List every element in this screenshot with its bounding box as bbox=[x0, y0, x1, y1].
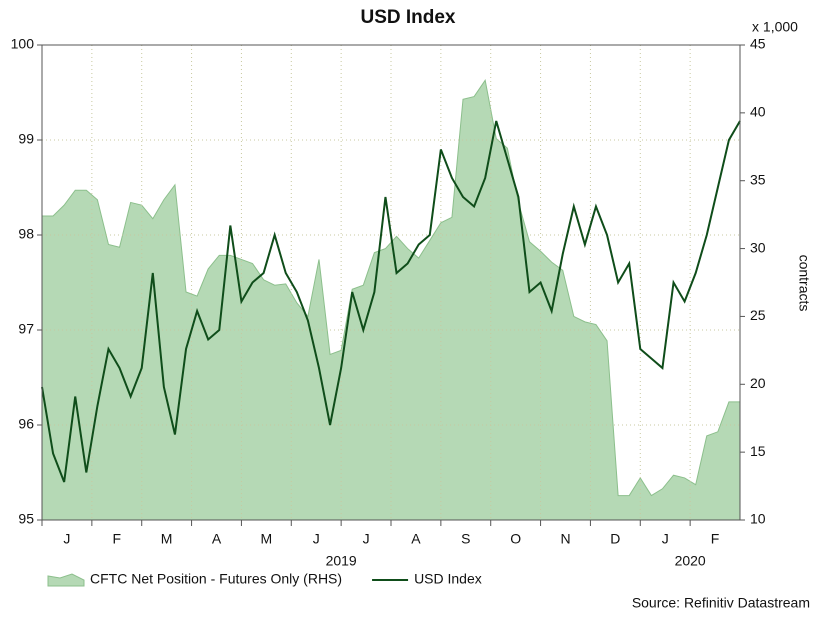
y2-tick-label: 30 bbox=[750, 239, 766, 255]
y2-tick-label: 15 bbox=[750, 443, 766, 459]
x-tick-label: M bbox=[161, 531, 173, 547]
source: Source: Refinitiv Datastream bbox=[632, 595, 810, 611]
line bbox=[41, 120, 741, 483]
y2-axis-label: contracts bbox=[796, 255, 812, 312]
legend-label: CFTC Net Position - Futures Only (RHS) bbox=[90, 571, 342, 587]
legend-label: USD Index bbox=[414, 571, 482, 587]
y-tick-label: 95 bbox=[18, 511, 34, 527]
year-label: 2020 bbox=[675, 553, 706, 569]
x-tick-label: J bbox=[662, 531, 669, 547]
y2-unit-label: x 1,000 bbox=[752, 19, 798, 35]
y2-tick-label: 10 bbox=[750, 511, 766, 527]
x-tick-label: O bbox=[510, 531, 521, 547]
legend-swatch bbox=[47, 573, 85, 587]
x-tick-label: J bbox=[63, 531, 70, 547]
chart-title: USD Index bbox=[360, 7, 455, 28]
y-tick-label: 98 bbox=[18, 226, 34, 242]
y2-tick-label: 45 bbox=[750, 36, 766, 52]
y-tick-label: 100 bbox=[11, 36, 35, 52]
x-tick-label: S bbox=[461, 531, 470, 547]
x-tick-label: M bbox=[261, 531, 273, 547]
y-tick-label: 97 bbox=[18, 321, 34, 337]
y2-tick-label: 25 bbox=[750, 307, 766, 323]
x-tick-label: N bbox=[560, 531, 570, 547]
y-tick-label: 96 bbox=[18, 416, 34, 432]
plot-frame bbox=[41, 44, 741, 521]
y2-tick-label: 40 bbox=[750, 104, 766, 120]
x-tick-label: A bbox=[212, 531, 222, 547]
area bbox=[41, 79, 741, 521]
year-label: 2019 bbox=[326, 553, 357, 569]
x-tick-label: D bbox=[610, 531, 620, 547]
x-tick-label: F bbox=[113, 531, 122, 547]
x-tick-label: J bbox=[363, 531, 370, 547]
x-tick-label: A bbox=[411, 531, 421, 547]
y2-tick-label: 35 bbox=[750, 171, 766, 187]
x-tick-label: F bbox=[711, 531, 720, 547]
y-tick-label: 99 bbox=[18, 131, 34, 147]
x-tick-label: J bbox=[313, 531, 320, 547]
y2-tick-label: 20 bbox=[750, 375, 766, 391]
